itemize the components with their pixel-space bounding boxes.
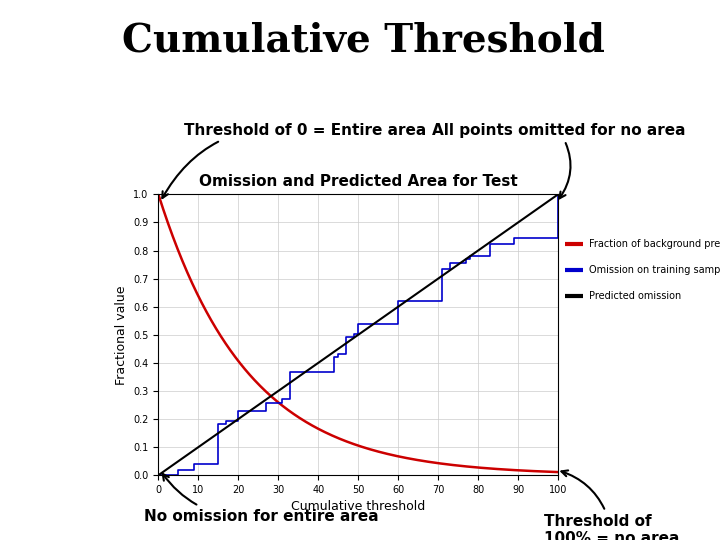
Omission on training samples (490, 241, 498, 247)
Omission on training samples (510, 235, 518, 242)
Omission on training samples (234, 408, 243, 415)
Omission on training samples (214, 421, 222, 428)
Fraction of background predicted (482, 465, 490, 471)
Text: Threshold of 0 = Entire area: Threshold of 0 = Entire area (162, 123, 426, 198)
Omission on training samples (246, 408, 255, 415)
Omission on training samples (486, 241, 495, 247)
Text: No omission for entire area: No omission for entire area (144, 474, 379, 524)
Y-axis label: Fractional value: Fractional value (114, 285, 127, 384)
Omission on training samples (154, 472, 163, 478)
Omission on training samples (286, 369, 294, 376)
Omission on training samples (190, 461, 199, 467)
Line: Omission on training samples: Omission on training samples (158, 194, 558, 475)
Omission on training samples (342, 334, 351, 340)
Text: Threshold of
100% = no area: Threshold of 100% = no area (544, 470, 679, 540)
Line: Fraction of background predicted: Fraction of background predicted (158, 194, 558, 472)
Fraction of background predicted (554, 469, 562, 475)
Omission on training samples (222, 418, 230, 424)
Omission on training samples (218, 421, 227, 428)
Text: Omission on training samples: Omission on training samples (590, 265, 720, 275)
Omission on training samples (362, 321, 371, 327)
Fraction of background predicted (344, 439, 353, 446)
Fraction of background predicted (154, 191, 163, 198)
Omission on training samples (350, 330, 359, 337)
Omission on training samples (498, 241, 506, 247)
Omission on training samples (334, 350, 343, 357)
Omission on training samples (554, 191, 562, 198)
Text: Predicted omission: Predicted omission (590, 292, 682, 301)
Omission on training samples (262, 400, 271, 407)
Fraction of background predicted (346, 440, 355, 446)
Omission on training samples (330, 354, 338, 360)
Text: All points omitted for no area: All points omitted for no area (432, 123, 685, 198)
Omission on training samples (298, 369, 307, 376)
Omission on training samples (174, 467, 183, 473)
Omission on training samples (394, 298, 402, 304)
Fraction of background predicted (392, 453, 400, 459)
Omission on training samples (370, 321, 379, 327)
Omission on training samples (446, 259, 454, 266)
Omission on training samples (442, 265, 451, 272)
Fraction of background predicted (370, 447, 379, 454)
Text: Cumulative Threshold: Cumulative Threshold (122, 22, 606, 59)
Omission on training samples (278, 396, 287, 402)
Omission on training samples (306, 369, 315, 376)
Omission on training samples (462, 256, 470, 262)
Fraction of background predicted (544, 469, 553, 475)
Text: Fraction of background predicted: Fraction of background predicted (590, 239, 720, 248)
X-axis label: Cumulative threshold: Cumulative threshold (291, 501, 426, 514)
Omission on training samples (294, 369, 302, 376)
Omission on training samples (354, 321, 363, 327)
Omission on training samples (466, 252, 474, 259)
Title: Omission and Predicted Area for Test: Omission and Predicted Area for Test (199, 174, 518, 189)
Omission on training samples (438, 265, 446, 272)
